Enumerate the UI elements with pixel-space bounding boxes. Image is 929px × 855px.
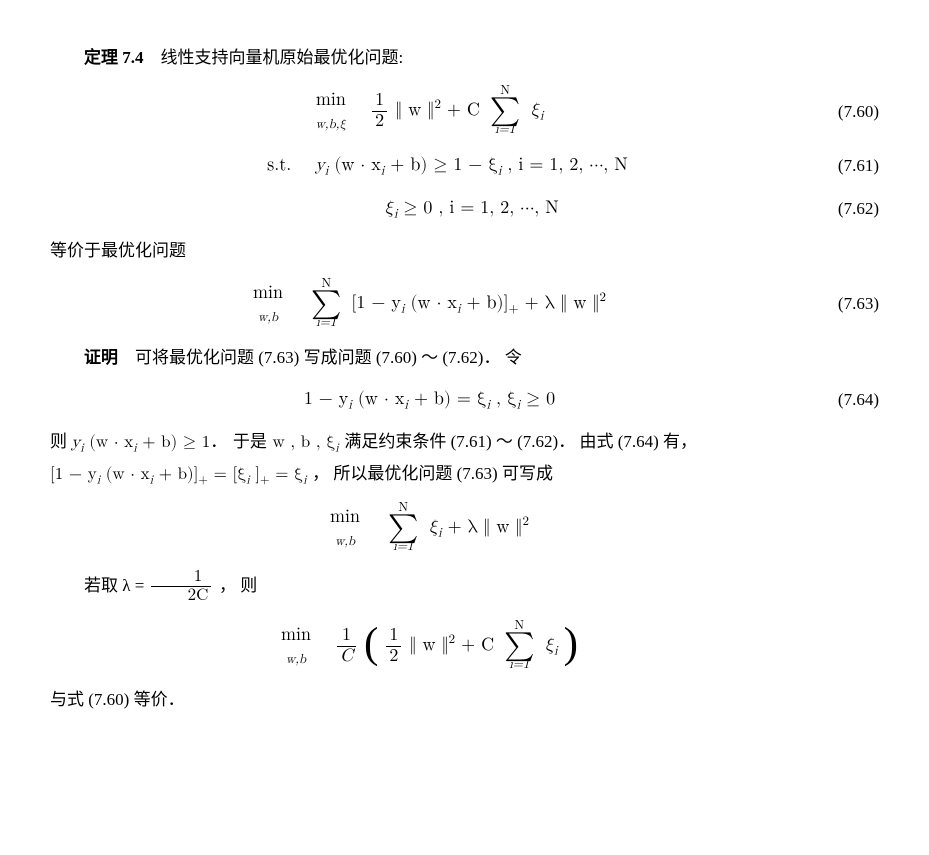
eq-body: min w,b 1 C ( 1 2 ‖ w ‖2 + C N ∑ i=1 ξi … — [50, 620, 809, 672]
proof-line-1: 证明 可将最优化问题 (7.63) 写成问题 (7.60) ～ (7.62)． … — [50, 344, 879, 371]
proof-para-2: 则 yi (w · xi + b) ≥ 1． 于是 w , b , ξi 满足约… — [50, 428, 879, 456]
eq-body: ξi ≥ 0 , i = 1, 2, ⋯, N — [50, 194, 809, 223]
last-line: 与式 (7.60) 等价． — [50, 686, 879, 713]
theorem-header: 定理 7.4 线性支持向量机原始最优化问题: — [50, 44, 879, 71]
eq-number: (7.62) — [809, 195, 879, 222]
proof-para-3: [1 − yi (w · xi + b)]+ = [ξi ]+ = ξi ， 所… — [50, 460, 879, 488]
equation-7-63: min w,b N ∑ i=1 [1 − yi (w · xi + b)]+ +… — [50, 278, 879, 330]
eq-number — [809, 514, 879, 541]
proof-para-4: 若取 λ = 1 2C ， 则 — [50, 568, 879, 606]
equation-7-60: min w,b,ξ 1 2 ‖ w ‖2 + C N ∑ i=1 ξi (7.6… — [50, 85, 879, 137]
eq-body: min w,b N ∑ i=1 ξi + λ ‖ w ‖2 — [50, 502, 809, 554]
eq-number: (7.63) — [809, 290, 879, 317]
equation-7-62: ξi ≥ 0 , i = 1, 2, ⋯, N (7.62) — [50, 194, 879, 223]
eq-body: min w,b N ∑ i=1 [1 − yi (w · xi + b)]+ +… — [50, 278, 809, 330]
equation-unnumbered-1: min w,b N ∑ i=1 ξi + λ ‖ w ‖2 — [50, 502, 879, 554]
equation-7-64: 1 − yi (w · xi + b) = ξi , ξi ≥ 0 (7.64) — [50, 385, 879, 414]
eq-body: s.t. yi (w · xi + b) ≥ 1 − ξi , i = 1, 2… — [50, 151, 809, 180]
equiv-line: 等价于最优化问题 — [50, 237, 879, 264]
theorem-label: 定理 7.4 — [84, 48, 144, 67]
equation-unnumbered-2: min w,b 1 C ( 1 2 ‖ w ‖2 + C N ∑ i=1 ξi … — [50, 620, 879, 672]
eq-number: (7.61) — [809, 152, 879, 179]
eq-body: min w,b,ξ 1 2 ‖ w ‖2 + C N ∑ i=1 ξi — [50, 85, 809, 137]
eq-body: 1 − yi (w · xi + b) = ξi , ξi ≥ 0 — [50, 385, 809, 414]
eq-number: (7.60) — [809, 98, 879, 125]
theorem-title: 线性支持向量机原始最优化问题: — [161, 48, 404, 67]
proof-label: 证明 — [84, 348, 118, 367]
equation-7-61: s.t. yi (w · xi + b) ≥ 1 − ξi , i = 1, 2… — [50, 151, 879, 180]
eq-number — [809, 632, 879, 659]
eq-number: (7.64) — [809, 386, 879, 413]
